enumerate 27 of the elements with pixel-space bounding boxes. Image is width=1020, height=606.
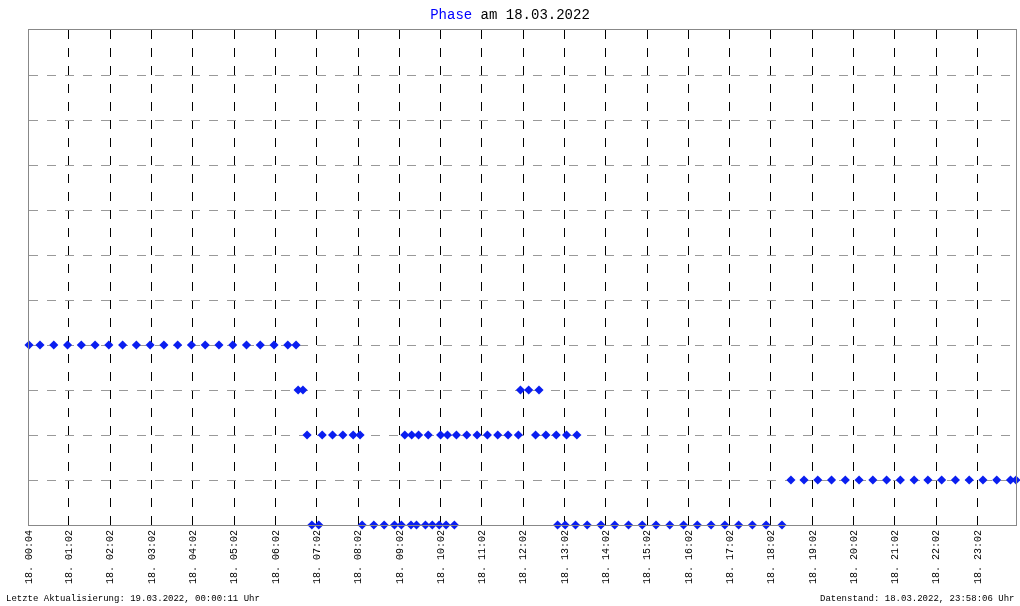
x-tick-label: 18. 20:02 — [848, 530, 860, 585]
x-tick-label: 18. 21:02 — [890, 530, 902, 585]
x-tick-label: 18. 05:02 — [229, 530, 241, 585]
x-tick-label: 18. 00:04 — [24, 530, 36, 585]
x-tick-label: 18. 02:02 — [105, 530, 117, 585]
x-tick-label: 18. 16:02 — [683, 530, 695, 585]
x-tick-label: 18. 17:02 — [724, 530, 736, 585]
x-tick-label: 18. 22:02 — [931, 530, 943, 585]
x-tick-label: 18. 18:02 — [766, 530, 778, 585]
x-tick-label: 18. 14:02 — [601, 530, 613, 585]
text: Datenstand: 18.03.2022, 23:58:06 Uhr — [820, 594, 1015, 604]
x-tick-label: 18. 07:02 — [311, 530, 323, 585]
x-tick-label: 18. 03:02 — [146, 530, 158, 585]
x-tick-label: 18. 10:02 — [435, 530, 447, 585]
x-tick-label: 18. 09:02 — [394, 530, 406, 585]
x-tick-label: 18. 13:02 — [559, 530, 571, 585]
x-tick-label: 18. 11:02 — [477, 530, 489, 585]
x-tick-label: 18. 12:02 — [518, 530, 530, 585]
x-tick-label: 18. 04:02 — [188, 530, 200, 585]
text: Letzte Aktualisierung: 19.03.2022, 00:00:11 Uhr — [6, 594, 260, 604]
chart-title: Phase am 18.03.2022 — [430, 6, 590, 23]
x-tick-label: 18. 08:02 — [353, 530, 365, 585]
x-tick-label: 18. 01:02 — [64, 530, 76, 585]
x-tick-label: 18. 19:02 — [807, 530, 819, 585]
x-tick-label: 18. 06:02 — [270, 530, 282, 585]
x-tick-label: 18. 15:02 — [642, 530, 654, 585]
x-tick-label: 18. 23:02 — [972, 530, 984, 585]
